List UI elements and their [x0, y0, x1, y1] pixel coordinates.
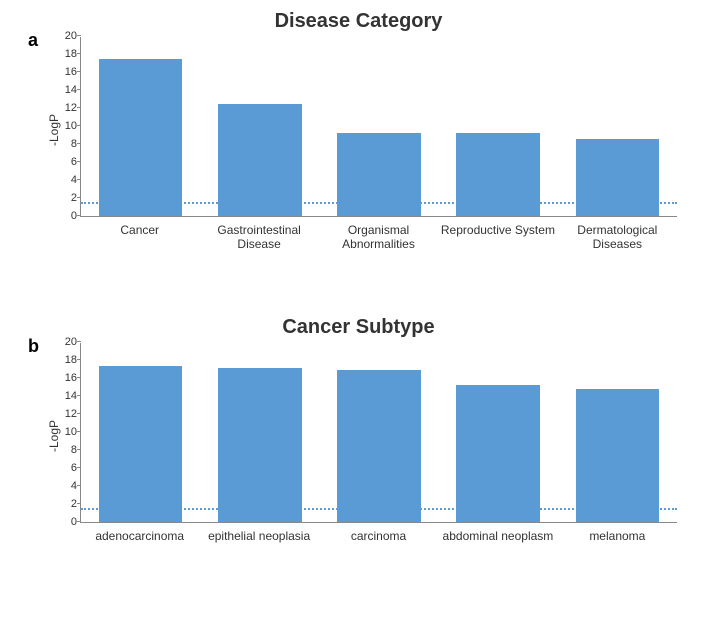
bar-slot	[558, 37, 677, 216]
ytick-mark	[77, 449, 81, 450]
ytick-mark	[77, 125, 81, 126]
bar-slot	[200, 343, 319, 522]
ytick-mark	[77, 53, 81, 54]
ytick-mark	[77, 179, 81, 180]
bar	[337, 370, 420, 522]
ytick-mark	[77, 359, 81, 360]
ytick-label: 8	[51, 444, 77, 456]
ytick-mark	[77, 71, 81, 72]
ytick-label: 18	[51, 354, 77, 366]
ytick-label: 12	[51, 408, 77, 420]
ytick-label: 8	[51, 138, 77, 150]
ytick-mark	[77, 413, 81, 414]
figure: a Disease Category -LogP 024681012141618…	[0, 0, 717, 617]
ytick-mark	[77, 431, 81, 432]
bar-slot	[319, 37, 438, 216]
ytick-mark	[77, 161, 81, 162]
threshold-line	[81, 202, 677, 204]
panel-b-bars	[81, 343, 677, 522]
ytick-label: 10	[51, 426, 77, 438]
ytick-mark	[77, 467, 81, 468]
ytick-mark	[77, 143, 81, 144]
ytick-mark	[77, 89, 81, 90]
ytick-label: 16	[51, 66, 77, 78]
ytick-label: 20	[51, 336, 77, 348]
bar-slot	[81, 37, 200, 216]
ytick-label: 18	[51, 48, 77, 60]
bar	[576, 139, 659, 216]
xlabel: carcinoma	[319, 529, 438, 543]
panel-b-chart: 02468101214161820 adenocarcinomaepitheli…	[80, 343, 677, 543]
ytick-mark	[77, 377, 81, 378]
panel-b: b Cancer Subtype -LogP 02468101214161820…	[20, 316, 697, 616]
xlabel: abdominal neoplasm	[438, 529, 557, 543]
bar-slot	[319, 343, 438, 522]
panel-a-plot: 02468101214161820	[80, 37, 677, 217]
ytick-mark	[77, 395, 81, 396]
ytick-label: 4	[51, 174, 77, 186]
ytick-label: 2	[51, 192, 77, 204]
panel-b-plot: 02468101214161820	[80, 343, 677, 523]
ytick-mark	[77, 341, 81, 342]
ytick-label: 4	[51, 480, 77, 492]
xlabel: melanoma	[558, 529, 677, 543]
ytick-mark	[77, 503, 81, 504]
bar-slot	[558, 343, 677, 522]
panel-b-title: Cancer Subtype	[20, 316, 697, 339]
threshold-line	[81, 508, 677, 510]
ytick-label: 20	[51, 30, 77, 42]
xlabel: Gastrointestinal Disease	[199, 223, 318, 252]
ytick-label: 6	[51, 462, 77, 474]
xlabel: adenocarcinoma	[80, 529, 199, 543]
xlabel: Organismal Abnormalities	[319, 223, 438, 252]
bar	[99, 59, 182, 216]
panel-a: a Disease Category -LogP 024681012141618…	[20, 10, 697, 310]
ytick-label: 10	[51, 120, 77, 132]
bar	[99, 366, 182, 522]
bar-slot	[439, 37, 558, 216]
ytick-mark	[77, 521, 81, 522]
xlabel: Cancer	[80, 223, 199, 252]
ytick-label: 14	[51, 390, 77, 402]
ytick-mark	[77, 485, 81, 486]
xlabel: epithelial neoplasia	[199, 529, 318, 543]
ytick-label: 6	[51, 156, 77, 168]
panel-a-label: a	[28, 30, 38, 51]
panel-a-bars	[81, 37, 677, 216]
bar	[456, 385, 539, 522]
panel-a-xlabels: CancerGastrointestinal DiseaseOrganismal…	[80, 223, 677, 252]
bar	[218, 368, 301, 522]
bar-slot	[81, 343, 200, 522]
ytick-mark	[77, 107, 81, 108]
panel-b-label: b	[28, 336, 39, 357]
ytick-label: 12	[51, 102, 77, 114]
ytick-mark	[77, 215, 81, 216]
ytick-label: 0	[51, 516, 77, 528]
bar-slot	[200, 37, 319, 216]
panel-a-chart: 02468101214161820 CancerGastrointestinal…	[80, 37, 677, 252]
ytick-label: 16	[51, 372, 77, 384]
bar-slot	[439, 343, 558, 522]
ytick-label: 2	[51, 498, 77, 510]
ytick-label: 14	[51, 84, 77, 96]
ytick-label: 0	[51, 210, 77, 222]
bar	[218, 104, 301, 216]
bar	[576, 389, 659, 522]
panel-b-xlabels: adenocarcinomaepithelial neoplasiacarcin…	[80, 529, 677, 543]
ytick-mark	[77, 197, 81, 198]
panel-a-title: Disease Category	[20, 10, 697, 33]
ytick-mark	[77, 35, 81, 36]
xlabel: Dermatological Diseases	[558, 223, 677, 252]
xlabel: Reproductive System	[438, 223, 557, 252]
